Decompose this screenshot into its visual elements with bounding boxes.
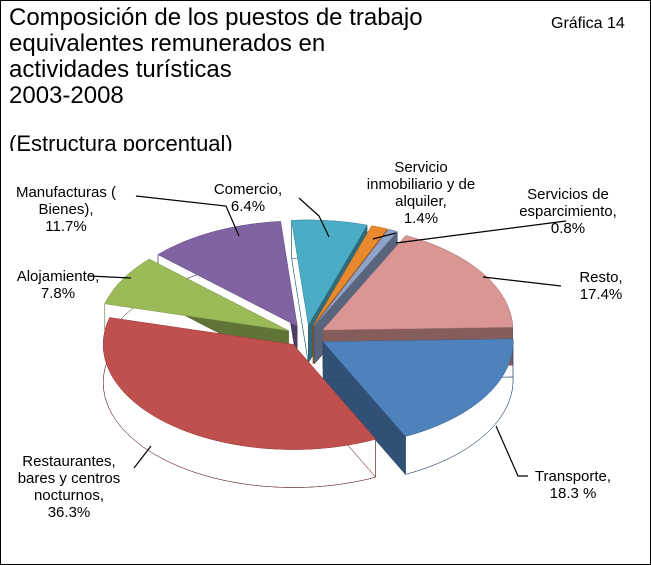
slice-label: Comercio, 6.4% — [198, 181, 298, 215]
slice-label: Manufacturas ( Bienes), 11.7% — [6, 184, 126, 235]
slice-label: Transporte, 18.3 % — [518, 468, 628, 502]
leader-line — [298, 197, 330, 238]
figure-label: Gráfica 14 — [551, 15, 625, 32]
value-label: 1.4% — [403, 210, 439, 227]
category-label: Transporte, — [534, 468, 612, 485]
slice — [314, 229, 398, 327]
slice — [157, 221, 298, 327]
leader-line — [88, 275, 132, 279]
category-label: Servicio inmobiliario y de alquiler, — [366, 159, 476, 210]
category-label: Servicios de esparcimiento, — [519, 186, 617, 220]
category-label: Comercio, — [213, 181, 283, 198]
slice-label: Alojamiento, 7.8% — [3, 268, 113, 302]
slice — [104, 258, 289, 331]
slice — [322, 338, 514, 437]
slice-label: Restaurantes, bares y centros nocturnos,… — [4, 453, 134, 521]
slice-label: Servicio inmobiliario y de alquiler, 1.4% — [361, 159, 481, 227]
leader-line — [495, 425, 528, 477]
slice — [291, 219, 368, 326]
value-label: 36.3% — [47, 504, 91, 521]
leader-line — [482, 276, 562, 287]
slice — [322, 235, 513, 331]
leader-line — [135, 195, 240, 237]
slice — [103, 317, 377, 450]
leader-lines — [88, 195, 567, 477]
category-label: Restaurantes, bares y centros nocturnos, — [17, 453, 121, 504]
slice-label: Resto, 17.4% — [556, 269, 646, 303]
value-label: 0.8% — [550, 220, 586, 237]
slice — [312, 225, 388, 326]
value-label: 7.8% — [40, 285, 76, 302]
chart-subtitle: 2003-2008 — [9, 82, 124, 109]
pie — [103, 219, 514, 488]
category-label: Manufacturas ( Bienes), — [15, 184, 117, 218]
category-label: Resto, — [579, 269, 623, 286]
value-label: 6.4% — [230, 198, 266, 215]
category-label: Alojamiento, — [16, 268, 100, 285]
chart-title: Composición de los puestos de trabajo eq… — [9, 4, 423, 83]
leader-line — [395, 220, 567, 244]
chart-note: (Estructura porcentual) — [9, 132, 233, 151]
value-label: 17.4% — [579, 286, 623, 303]
value-label: 18.3 % — [549, 485, 597, 502]
leader-line — [372, 232, 397, 240]
leader-line — [133, 445, 152, 469]
value-label: 11.7% — [45, 218, 87, 235]
slice-label: Servicios de esparcimiento, 0.8% — [503, 186, 633, 237]
